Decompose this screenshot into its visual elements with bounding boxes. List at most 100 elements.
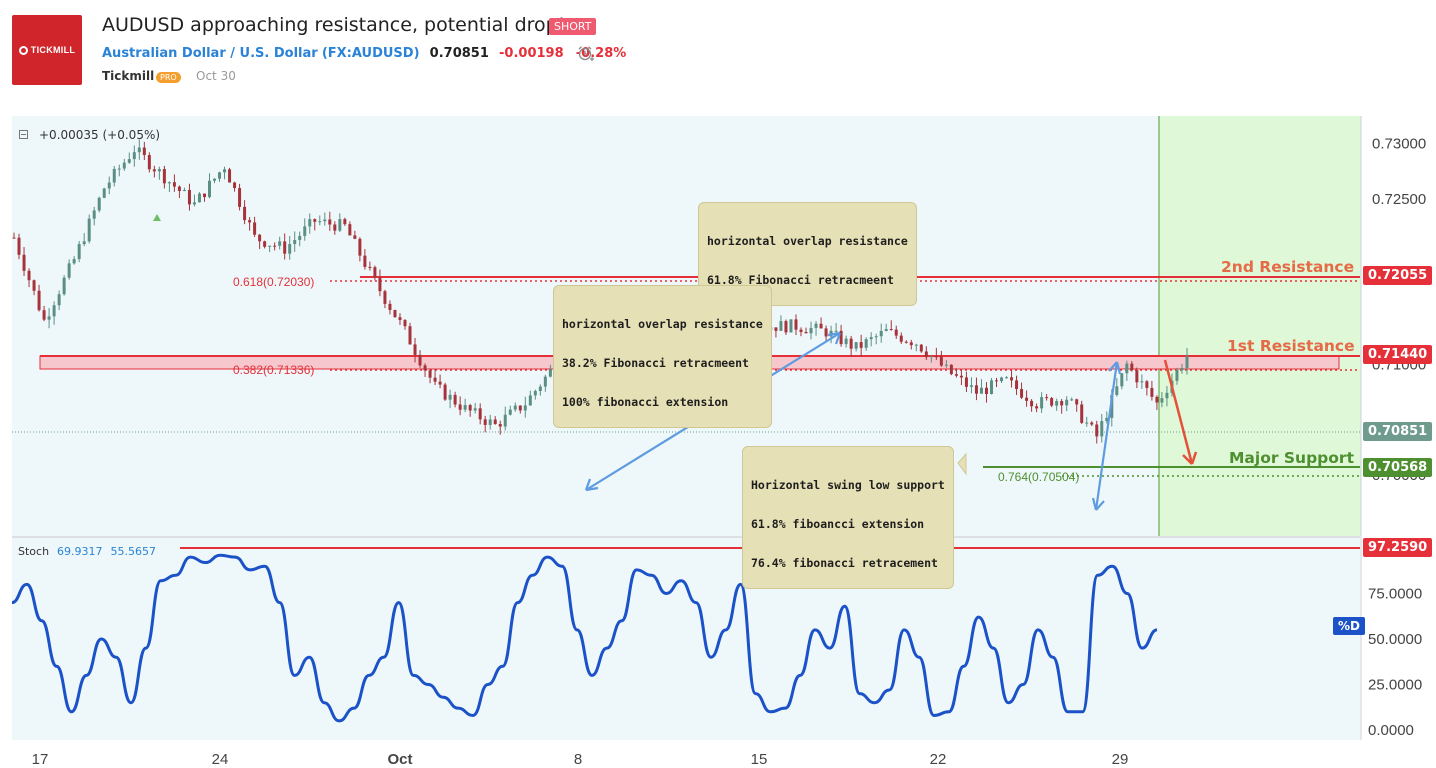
- candle-body: [323, 219, 327, 222]
- candle-body: [368, 266, 372, 268]
- tickmill-logo[interactable]: TICKMILL: [12, 15, 82, 85]
- candle-body: [1090, 422, 1094, 425]
- candle-body: [62, 277, 66, 295]
- candle-body: [819, 323, 823, 329]
- symbol-name-link[interactable]: Australian Dollar / U.S. Dollar: [102, 46, 318, 61]
- stoch-d-value: 55.5657: [110, 545, 157, 558]
- time-tick-label: 17: [32, 751, 49, 768]
- candle-body: [989, 380, 993, 394]
- candle-body: [1120, 373, 1124, 387]
- candle-body: [869, 337, 873, 340]
- fib-arrow-2: [1091, 361, 1122, 511]
- candle-body: [378, 277, 382, 292]
- second-resistance-label: 2nd Resistance: [1221, 258, 1355, 276]
- candle-body: [308, 219, 312, 227]
- candle-body: [1020, 389, 1024, 398]
- candle-body: [172, 182, 176, 187]
- callout-bottom-line-2: 61.8% fiboancci extension: [751, 517, 925, 531]
- candle-body: [1115, 386, 1119, 395]
- author-name[interactable]: Tickmill: [102, 69, 155, 83]
- candle-body: [1065, 399, 1069, 406]
- candle-body: [398, 317, 402, 321]
- candle-body: [1080, 404, 1084, 423]
- alarm-clock-icon[interactable]: [577, 45, 594, 62]
- candle-body: [508, 409, 512, 415]
- candle-body: [904, 341, 908, 343]
- candle-body: [77, 244, 81, 260]
- candle-body: [839, 330, 843, 345]
- candle-body: [513, 405, 517, 410]
- major-support-price-tag: 0.70568: [1363, 458, 1433, 477]
- candle-body: [157, 169, 161, 172]
- last-price: 0.70851: [429, 46, 489, 61]
- candle-body: [268, 245, 272, 247]
- candle-body: [358, 238, 362, 256]
- candle-body: [463, 405, 467, 410]
- short-badge: SHORT: [549, 18, 597, 35]
- candle-body: [1035, 406, 1039, 409]
- candle-body: [42, 310, 46, 320]
- candle-body: [418, 354, 422, 366]
- candle-body: [72, 259, 76, 264]
- callout-bottom-pointer: [957, 452, 967, 476]
- candle-body: [884, 329, 888, 331]
- candle-body: [22, 254, 26, 271]
- candle-body: [533, 390, 537, 396]
- logo-mark-icon: [18, 45, 28, 55]
- candle-body: [814, 323, 818, 328]
- stoch-tick-label: 50.0000: [1368, 631, 1422, 648]
- candle-body: [974, 385, 978, 394]
- second-resistance-price-tag: 0.72055: [1363, 266, 1433, 285]
- candle-body: [393, 309, 397, 318]
- candle-body: [438, 381, 442, 385]
- candle-body: [1165, 392, 1169, 399]
- time-tick-label: 15: [751, 751, 768, 768]
- candle-body: [1155, 396, 1159, 403]
- candle-body: [408, 326, 412, 345]
- candle-body: [543, 376, 547, 387]
- symbol-code-link[interactable]: (FX:AUDUSD): [321, 46, 420, 61]
- candle-body: [1070, 399, 1074, 401]
- candle-body: [238, 188, 242, 207]
- time-tick-label: 22: [930, 751, 947, 768]
- candle-body: [348, 224, 352, 236]
- idea-title: AUDUSD approaching resistance, potential…: [102, 14, 566, 36]
- candle-body: [1050, 398, 1054, 406]
- stoch-d-line: [11, 553, 1158, 723]
- candle-body: [423, 365, 427, 371]
- logo-text: TICKMILL: [30, 45, 76, 55]
- candle-body: [283, 241, 287, 254]
- publish-date: Oct 30: [196, 69, 236, 83]
- candle-body: [97, 197, 101, 211]
- collapse-legend-icon[interactable]: [19, 130, 28, 139]
- projection-zone: [1159, 116, 1361, 536]
- candle-body: [353, 235, 357, 239]
- candle-body: [774, 327, 778, 331]
- candle-body: [799, 329, 803, 332]
- candle-body: [523, 405, 527, 411]
- candle-body: [1045, 397, 1049, 399]
- candle-body: [273, 245, 277, 247]
- candle-body: [1135, 370, 1139, 383]
- candle-body: [253, 222, 257, 235]
- candle-body: [864, 339, 868, 348]
- candle-body: [443, 384, 447, 400]
- candle-body: [859, 342, 863, 348]
- stoch-tick-label: 25.0000: [1368, 677, 1422, 694]
- candle-body: [1055, 401, 1059, 406]
- candle-body: [343, 219, 347, 225]
- candle-body: [1160, 398, 1164, 403]
- candle-body: [448, 394, 452, 400]
- candle-body: [202, 193, 206, 198]
- candle-body: [1010, 377, 1014, 381]
- candle-body: [1145, 381, 1149, 388]
- candle-body: [187, 189, 191, 205]
- candle-body: [162, 169, 166, 184]
- candle-body: [1140, 381, 1144, 383]
- candle-body: [318, 221, 322, 223]
- candle-body: [32, 280, 36, 291]
- candle-body: [243, 206, 247, 221]
- symbol-line: Australian Dollar / U.S. Dollar (FX:AUDU…: [102, 46, 626, 61]
- candle-body: [1060, 401, 1064, 406]
